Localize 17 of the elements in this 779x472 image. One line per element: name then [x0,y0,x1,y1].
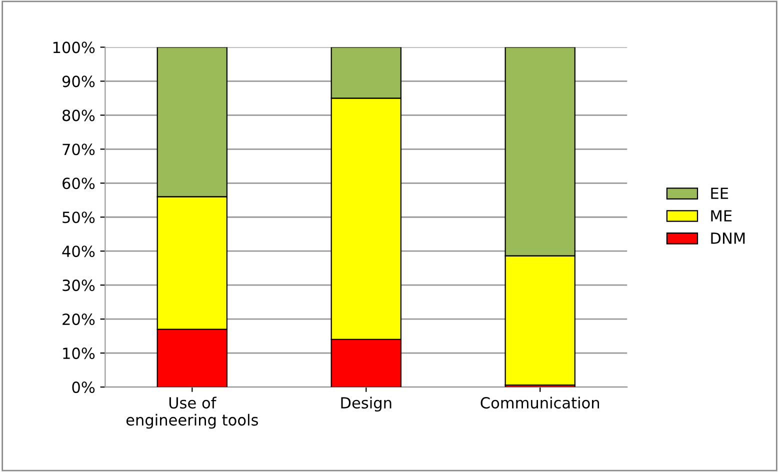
x-tick-label: Design [341,396,392,412]
x-tick-label: Communication [480,396,600,409]
y-tick-label: 40% [62,246,95,258]
legend-label: EE [711,188,728,199]
y-tick-label: 20% [62,314,95,326]
y-tick-label: 70% [62,144,95,156]
legend-label: ME [711,210,732,222]
y-tick-label: 60% [62,178,95,190]
y-tick-label: 90% [62,76,95,88]
y-tick-label: 50% [62,212,95,224]
y-tick-label: 100% [53,42,95,54]
y-tick-label: 30% [62,280,95,292]
x-tick-label: Use of engineering tools [126,396,258,429]
legend-label: DNM [711,232,745,244]
y-tick-label: 10% [63,348,95,360]
y-tick-label: 0% [72,382,95,394]
y-tick-label: 80% [62,110,95,122]
